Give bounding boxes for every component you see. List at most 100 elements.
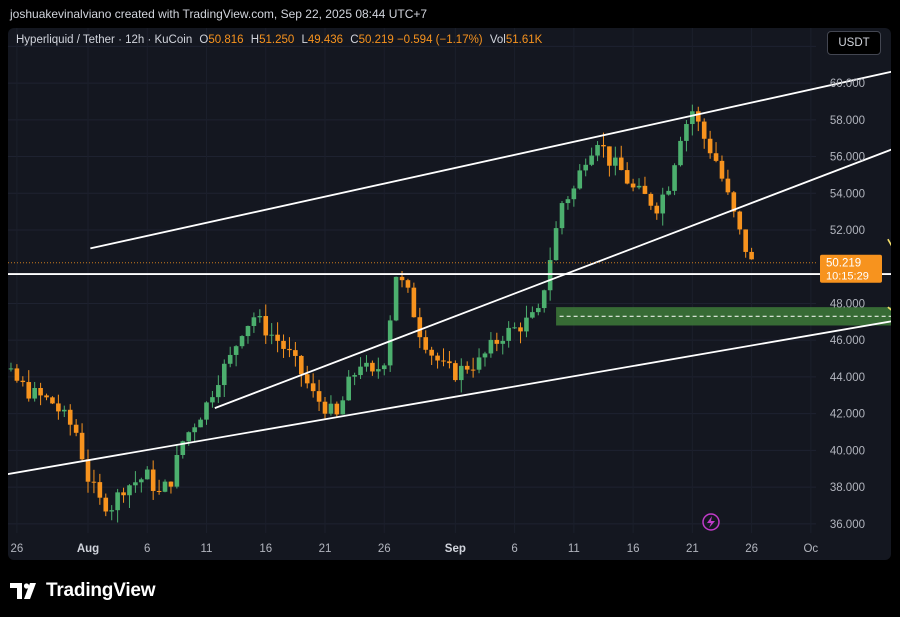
candle-body xyxy=(269,334,274,336)
brand-name: TradingView xyxy=(46,580,156,601)
candle-body xyxy=(91,481,97,483)
candle-body xyxy=(121,492,126,496)
candle-body xyxy=(607,146,612,166)
candle-body xyxy=(405,280,411,288)
candle-body xyxy=(547,260,553,291)
candle-body xyxy=(453,363,458,381)
time-tick-label: Sep xyxy=(445,543,466,555)
candle-body xyxy=(352,375,357,377)
candle-body xyxy=(97,482,103,498)
candle-body xyxy=(115,492,120,511)
low-value: 49.436 xyxy=(307,34,344,46)
candle-body xyxy=(334,403,340,415)
candle-body xyxy=(541,290,547,309)
candle-body xyxy=(275,334,280,341)
currency-button[interactable]: USDT xyxy=(827,31,881,55)
symbol-name: Hyperliquid / Tether · 12h · KuCoin xyxy=(16,34,193,46)
attribution-text: joshuakevinalviano created with TradingV… xyxy=(10,7,428,21)
price-label-box xyxy=(820,254,882,283)
candle-body xyxy=(245,325,251,337)
candle-body xyxy=(109,510,114,512)
candle-body xyxy=(381,365,387,370)
time-tick-label: 11 xyxy=(568,543,580,555)
candle-body xyxy=(38,388,43,396)
candle-body xyxy=(476,357,482,370)
time-tick-label: 11 xyxy=(201,543,213,555)
candle-body xyxy=(678,140,683,166)
candle-body xyxy=(304,374,310,384)
candle-body xyxy=(62,409,67,412)
candle-body xyxy=(257,316,263,318)
time-tick-label: 21 xyxy=(319,543,332,555)
candle-body xyxy=(458,365,464,381)
time-tick-label: 26 xyxy=(378,543,391,555)
candle-body xyxy=(150,469,156,491)
candle-body xyxy=(411,287,417,318)
candle-body xyxy=(216,385,221,398)
volume-label: Vol xyxy=(489,34,506,46)
price-tick-label: 48.000 xyxy=(830,298,865,310)
inner-support-line xyxy=(214,148,891,409)
candle-body xyxy=(690,111,695,125)
candle-body xyxy=(210,397,215,403)
candle-body xyxy=(506,327,511,341)
candle-body xyxy=(393,276,399,321)
price-chart[interactable]: 62.00060.00058.00056.00054.00052.00048.0… xyxy=(8,28,891,560)
price-tick-label: 52.000 xyxy=(830,225,865,237)
candle-body xyxy=(174,454,180,487)
time-tick-label: 16 xyxy=(627,543,640,555)
chart-panel[interactable]: 62.00060.00058.00056.00054.00052.00048.0… xyxy=(8,28,891,560)
open-value: 50.816 xyxy=(208,34,244,46)
rising-support-line xyxy=(8,320,891,475)
candle-body xyxy=(50,397,55,404)
candle-body xyxy=(642,185,648,194)
candle-body xyxy=(464,365,470,370)
time-tick-label: Aug xyxy=(77,543,99,555)
high-value: 51.250 xyxy=(259,34,295,46)
attribution-bar: joshuakevinalviano created with TradingV… xyxy=(0,0,900,28)
candle-body xyxy=(701,121,707,139)
candle-body xyxy=(654,205,660,214)
price-tick-label: 56.000 xyxy=(830,152,865,164)
time-tick-label: Oc xyxy=(803,543,818,555)
candle-body xyxy=(227,354,233,364)
price-tick-label: 58.000 xyxy=(830,115,865,127)
brand-logo: TradingView xyxy=(10,576,156,606)
candle-body xyxy=(441,360,446,362)
candle-body xyxy=(530,312,535,318)
volume-value: 51.61K xyxy=(505,34,543,46)
close-label: C xyxy=(350,34,359,46)
price-tick-label: 36.000 xyxy=(830,519,865,531)
candle-body xyxy=(512,327,517,329)
time-tick-label: 6 xyxy=(511,543,517,555)
candle-body xyxy=(32,388,37,399)
candle-body xyxy=(536,308,541,313)
candle-body xyxy=(613,157,618,166)
candle-body xyxy=(293,350,298,356)
forecast-arrow xyxy=(887,238,891,247)
candle-body xyxy=(695,111,701,122)
candle-body xyxy=(470,369,476,371)
candle-body xyxy=(14,368,20,381)
candle-body xyxy=(589,155,594,165)
price-tick-label: 54.000 xyxy=(830,188,865,200)
tradingview-logo-icon xyxy=(10,583,36,599)
candle-body xyxy=(85,459,91,482)
candle-body xyxy=(553,228,559,261)
candle-body xyxy=(8,368,14,370)
candle-body xyxy=(370,362,375,372)
candle-body xyxy=(299,355,304,375)
candle-body xyxy=(79,432,85,460)
candle-body xyxy=(328,403,334,414)
candle-body xyxy=(577,170,583,189)
candle-body xyxy=(56,403,61,412)
candle-body xyxy=(399,276,405,281)
candle-body xyxy=(423,337,429,350)
candle-body xyxy=(488,339,494,354)
candle-body xyxy=(322,401,328,414)
candle-body xyxy=(221,363,227,386)
candle-body xyxy=(571,188,577,200)
candle-body xyxy=(133,482,138,486)
candle-body xyxy=(660,194,666,214)
candle-body xyxy=(749,251,754,260)
